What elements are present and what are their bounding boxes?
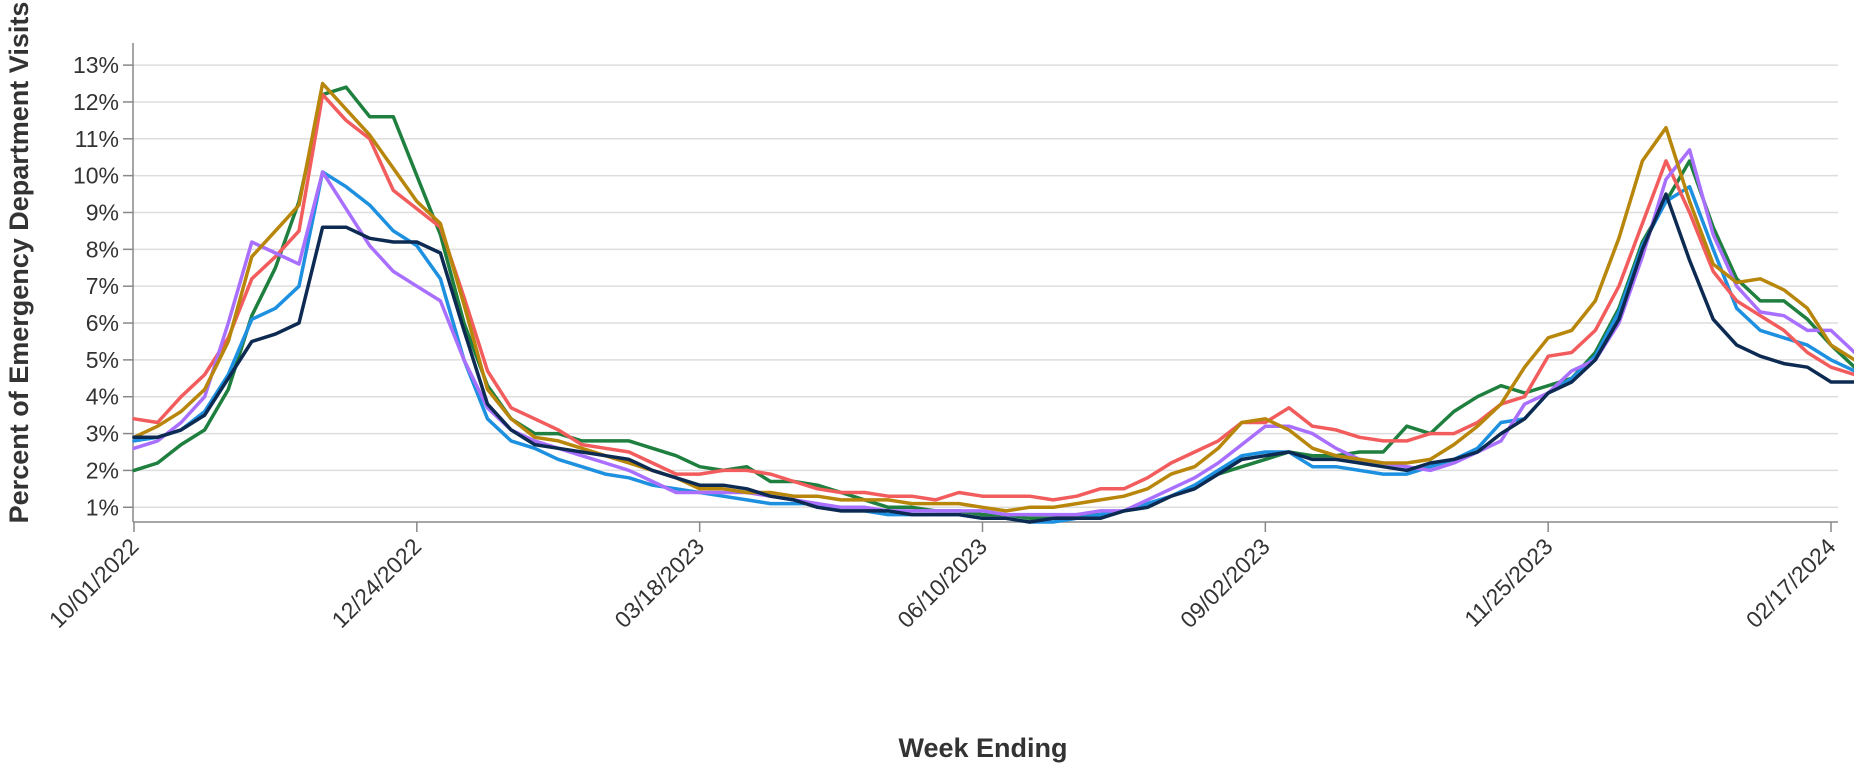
x-tick-label: 02/17/2024 xyxy=(1741,533,1841,633)
y-tick-label: 13% xyxy=(73,52,119,78)
y-tick-label: 3% xyxy=(86,421,119,447)
x-tick-label: 10/01/2022 xyxy=(44,533,144,633)
y-tick-label: 1% xyxy=(86,494,119,520)
y-tick-label: 10% xyxy=(73,163,119,189)
y-tick-label: 6% xyxy=(86,310,119,336)
gridlines xyxy=(133,64,1838,509)
y-axis-title: Percent of Emergency Department Visits xyxy=(4,2,34,524)
x-tick-label: 03/18/2023 xyxy=(609,533,709,633)
series-line-2 xyxy=(132,170,1854,524)
y-tick-label: 8% xyxy=(86,236,119,262)
series-line-6 xyxy=(132,192,1854,524)
x-axis-title: Week Ending xyxy=(898,733,1067,763)
y-tick-label: 5% xyxy=(86,347,119,373)
y-tick-label: 4% xyxy=(86,384,119,410)
y-tick-label: 9% xyxy=(86,199,119,225)
axes xyxy=(132,43,1838,523)
y-tick-label: 2% xyxy=(86,457,119,483)
x-axis-ticks: 10/01/2022 12/24/2022 03/18/2023 06/10/2023… xyxy=(44,522,1841,633)
x-tick-label: 12/24/2022 xyxy=(327,533,427,633)
y-tick-label: 7% xyxy=(86,273,119,299)
series-lines xyxy=(132,81,1854,524)
series-line-4 xyxy=(132,148,1854,517)
y-tick-label: 12% xyxy=(73,89,119,115)
series-line-5 xyxy=(132,81,1854,513)
x-tick-label: 09/02/2023 xyxy=(1175,533,1275,633)
y-axis-ticks: 1% 2% 3% 4% 5% 6% 7% 8% 9% 10% 11% 12% 13% xyxy=(73,52,133,520)
series-line-3 xyxy=(132,92,1854,502)
x-tick-label: 06/10/2023 xyxy=(892,533,992,633)
x-tick-label: 11/25/2023 xyxy=(1459,533,1558,632)
y-tick-label: 11% xyxy=(75,126,119,152)
